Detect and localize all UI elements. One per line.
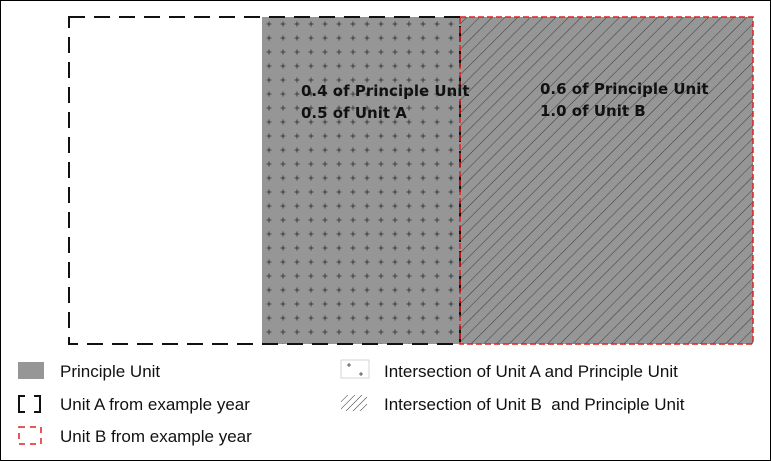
unit-b-outline	[459, 16, 754, 345]
legend: Principle Unit Unit A from example year …	[18, 359, 685, 446]
legend-principle-unit-label: Principle Unit	[60, 362, 160, 381]
legend-intersection-b-label: Intersection of Unit B and Principle Uni…	[384, 395, 685, 414]
unit-b-intersection-label-line1: 0.6 of Principle Unit	[540, 80, 709, 98]
legend-principle-unit-swatch	[18, 362, 44, 379]
legend-unit-b-label: Unit B from example year	[60, 427, 252, 446]
legend-unit-b-swatch	[18, 426, 42, 445]
legend-intersection-a-label: Intersection of Unit A and Principle Uni…	[384, 362, 678, 381]
unit-b-intersection-label-line2: 1.0 of Unit B	[540, 102, 646, 120]
legend-unit-a-label: Unit A from example year	[60, 395, 250, 414]
legend-intersection-a-swatch	[340, 359, 370, 379]
unit-a-intersection-label-line1: 0.4 of Principle Unit	[301, 82, 470, 100]
legend-unit-a-swatch	[18, 395, 41, 413]
unit-b-intersection-area	[460, 17, 753, 344]
unit-a-intersection-area	[262, 17, 460, 344]
legend-intersection-b-swatch	[341, 395, 367, 411]
unit-a-intersection-label-line2: 0.5 of Unit A	[301, 104, 407, 122]
